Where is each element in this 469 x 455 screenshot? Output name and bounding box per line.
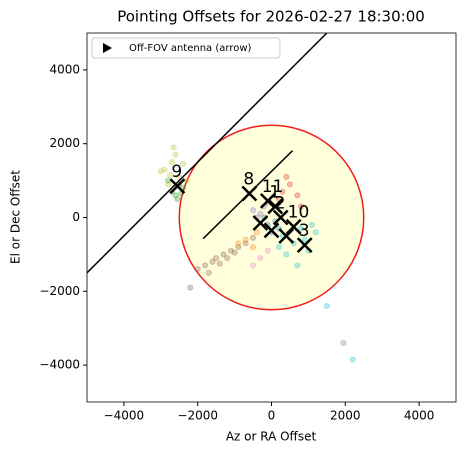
x-tick-label: 0	[268, 409, 276, 423]
scatter-point	[301, 236, 308, 243]
y-tick-label: 4000	[49, 62, 80, 76]
scatter-point	[176, 173, 183, 181]
legend-box	[91, 37, 281, 59]
scatter-point	[220, 251, 227, 258]
scatter-point	[224, 254, 231, 262]
fov-circle	[178, 124, 365, 311]
scatter-point	[257, 210, 264, 217]
x-marker	[252, 215, 269, 231]
scatter-point	[216, 260, 223, 267]
scatter-point	[257, 254, 264, 262]
marker-label: 9	[171, 162, 182, 182]
marker-label: 1	[269, 182, 280, 202]
x-axis-label: Az or RA Offset	[226, 430, 317, 444]
scatter-point	[172, 151, 179, 158]
scatter-point	[174, 195, 181, 203]
y-tick-label: 0	[72, 210, 80, 224]
marker-label: 3	[299, 221, 310, 241]
legend-label: Off-FOV antenna (arrow)	[129, 43, 252, 54]
scatter-point	[297, 225, 305, 232]
y-axis-label: El or Dec Offset	[9, 170, 23, 264]
x-marker-stroke	[241, 185, 258, 202]
scatter-point	[213, 254, 220, 262]
scatter-point	[183, 177, 190, 184]
scatter-point	[166, 171, 174, 179]
chart-title: Pointing Offsets for 2026-02-27 18:30:00	[117, 8, 425, 26]
scatter-point	[242, 236, 249, 243]
scatter-point	[235, 243, 242, 251]
x-tick-label: −4000	[104, 409, 145, 423]
scatter-point	[157, 168, 164, 175]
scatter-point	[297, 203, 305, 210]
x-marker-stroke	[259, 193, 276, 209]
scatter-point	[294, 262, 301, 269]
scatter-point	[283, 173, 290, 181]
x-marker-stroke	[285, 218, 302, 235]
x-marker	[259, 193, 276, 209]
scatter-point	[179, 160, 187, 168]
scatter-point	[172, 192, 179, 199]
scatter-point	[249, 243, 257, 251]
x-marker	[241, 185, 258, 202]
x-marker-stroke	[296, 237, 313, 254]
scatter-point	[294, 192, 301, 199]
x-tick-label: 2000	[330, 409, 361, 423]
x-tick-label: 4000	[404, 409, 435, 423]
scatter-point	[308, 221, 316, 228]
x-marker	[278, 228, 295, 244]
scatter-point	[253, 229, 260, 236]
legend-marker	[103, 43, 112, 53]
x-marker-stroke	[252, 215, 269, 231]
x-tick-label: −2000	[177, 409, 218, 423]
scatter-point	[168, 159, 175, 166]
scatter-point	[249, 262, 257, 269]
scatter-point	[275, 243, 282, 251]
scatter-point	[249, 234, 257, 241]
x-marker	[263, 222, 280, 239]
scatter-point	[323, 302, 330, 310]
x-marker	[169, 178, 186, 195]
y-tick-label: −4000	[39, 358, 80, 372]
scatter-point	[227, 247, 235, 254]
x-marker-stroke	[267, 198, 284, 215]
x-marker-stroke	[278, 228, 295, 244]
scatter-point	[170, 144, 177, 151]
scatter-point	[340, 339, 347, 347]
y-tick-label: 2000	[49, 136, 80, 150]
scatter-point	[249, 207, 257, 214]
scatter-point	[349, 356, 356, 363]
scatter-point	[187, 284, 194, 291]
marker-label: 11	[262, 177, 284, 197]
marker-label: 8	[243, 170, 254, 190]
marker-label: 2	[275, 194, 286, 214]
scatter-point	[205, 269, 212, 276]
scatter-point	[161, 166, 168, 173]
x-marker	[272, 209, 289, 226]
x-marker	[267, 198, 284, 215]
x-marker-stroke	[263, 222, 280, 239]
scatter-point	[264, 247, 271, 254]
scatter-point	[312, 229, 319, 236]
y-tick-label: −2000	[39, 284, 80, 298]
x-marker-stroke	[169, 178, 186, 195]
scatter-point	[201, 262, 209, 269]
x-marker-stroke	[272, 209, 289, 226]
scatter-point	[194, 266, 201, 273]
marker-label: 10	[288, 203, 310, 223]
scatter-point	[242, 240, 249, 247]
reference-line	[87, 33, 328, 274]
x-marker	[285, 218, 302, 235]
scatter-point	[231, 249, 238, 256]
scatter-point	[279, 188, 286, 195]
scatter-point	[165, 177, 172, 184]
scatter-point	[286, 181, 294, 188]
scatter-point	[235, 240, 242, 247]
scatter-point	[283, 251, 290, 258]
x-marker	[296, 237, 313, 254]
scatter-point	[209, 258, 216, 265]
scatter-point	[165, 181, 172, 188]
